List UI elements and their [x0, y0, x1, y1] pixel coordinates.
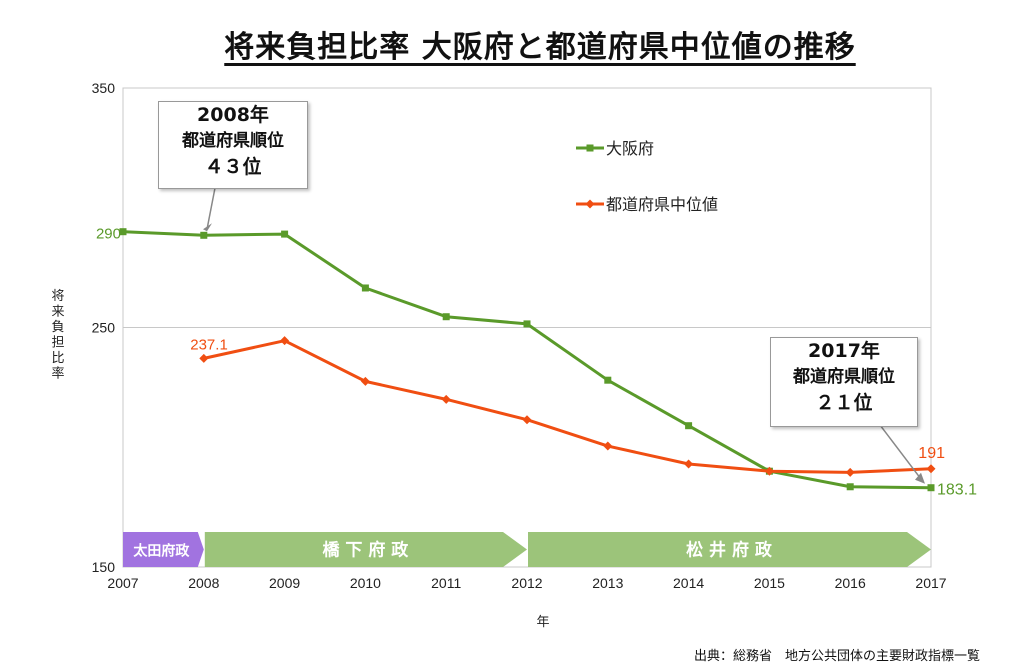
era-band [123, 532, 204, 567]
callout-arrows [203, 187, 925, 484]
x-tick-label: 2011 [431, 575, 461, 591]
era-band-label: 橋 下 府 政 [323, 540, 410, 561]
chart-title: 将来負担比率 大阪府と都道府県中位値の推移 [224, 30, 856, 65]
data-point [845, 467, 855, 477]
y-axis-label: 将来負担比率 [51, 289, 64, 382]
y-axis-label-char: 比 [51, 351, 64, 366]
data-point [522, 415, 532, 425]
data-label: 237.1 [190, 336, 228, 353]
series-lines [119, 228, 936, 492]
y-axis-label-char: 率 [51, 366, 64, 382]
callout-2008-line2: 都道府県順位 [182, 131, 284, 151]
callout-2017-rank: 2017年 都道府県順位 ２１位 [770, 337, 918, 427]
data-point [927, 484, 935, 492]
y-axis-label-char: 将 [51, 289, 64, 304]
x-tick-label: 2014 [673, 575, 704, 591]
data-label: 183.1 [937, 482, 977, 499]
y-tick-label: 250 [92, 320, 116, 336]
data-point [684, 459, 694, 469]
y-axis-label-char: 担 [51, 336, 64, 351]
data-point [523, 320, 531, 328]
data-point [119, 228, 127, 236]
data-point [199, 353, 209, 363]
data-point [361, 284, 369, 292]
x-tick-label: 2013 [592, 575, 623, 591]
axis-ticks: 150 250 350 2007 2008 2009 2010 2011 2012 2013 201… [92, 80, 947, 591]
y-axis-label-char: 負 [51, 320, 64, 335]
x-tick-label: 2016 [835, 575, 866, 591]
legend-label: 都道府県中位値 [606, 195, 718, 214]
axis-labels: 年 将来負担比率 [51, 289, 549, 630]
callout-arrow-2017 [879, 424, 924, 483]
callout-arrow-2008 [206, 187, 216, 230]
data-point [926, 464, 936, 474]
x-tick-label: 2008 [188, 575, 219, 591]
data-point [846, 483, 854, 491]
data-point [442, 313, 450, 321]
data-point [603, 441, 613, 451]
callout-2008-line1: 2008年 [197, 104, 269, 126]
x-tick-label: 2015 [754, 575, 785, 591]
y-axis-label-char: 来 [51, 305, 64, 320]
data-point [764, 466, 774, 476]
series-line-1 [203, 339, 932, 474]
callout-2008-line3: ４３位 [204, 156, 262, 178]
x-tick-label: 2007 [107, 575, 138, 591]
x-tick-label: 2010 [350, 575, 381, 591]
y-tick-label: 350 [92, 80, 116, 96]
callout-2017-line1: 2017年 [808, 340, 880, 362]
callout-arrowhead-2008 [203, 223, 212, 232]
data-labels: 290 237.1 191 183.1 [96, 226, 977, 499]
data-point [360, 376, 370, 386]
data-point [200, 231, 208, 239]
x-axis-label: 年 [536, 615, 549, 630]
era-band-label: 松 井 府 政 [686, 540, 773, 561]
data-point [604, 376, 612, 384]
era-band [528, 532, 931, 567]
data-point [281, 230, 289, 238]
x-tick-label: 2017 [915, 575, 946, 591]
x-tick-label: 2012 [511, 575, 542, 591]
era-band-label: 太田府政 [133, 543, 190, 560]
data-label: 290 [96, 226, 121, 243]
callout-2008-rank: 2008年 都道府県順位 ４３位 [158, 101, 308, 189]
source-note: 出典：総務省 地方公共団体の主要財政指標一覧 [693, 649, 980, 664]
x-tick-label: 2009 [269, 575, 300, 591]
callout-2017-line2: 都道府県順位 [793, 367, 895, 387]
era-band [204, 532, 528, 567]
era-bands: 太田府政 橋 下 府 政 松 井 府 政 [123, 532, 931, 567]
callout-2017-line3: ２１位 [815, 392, 873, 414]
data-label: 191 [918, 445, 945, 462]
data-point [280, 336, 290, 346]
data-point [685, 422, 693, 430]
legend-label: 大阪府 [606, 139, 654, 158]
legend-swatch-marker [586, 144, 594, 152]
callout-arrowhead-2017 [915, 472, 925, 484]
data-point [441, 394, 451, 404]
legend-swatch-marker [585, 199, 595, 209]
y-tick-label: 150 [92, 559, 116, 575]
